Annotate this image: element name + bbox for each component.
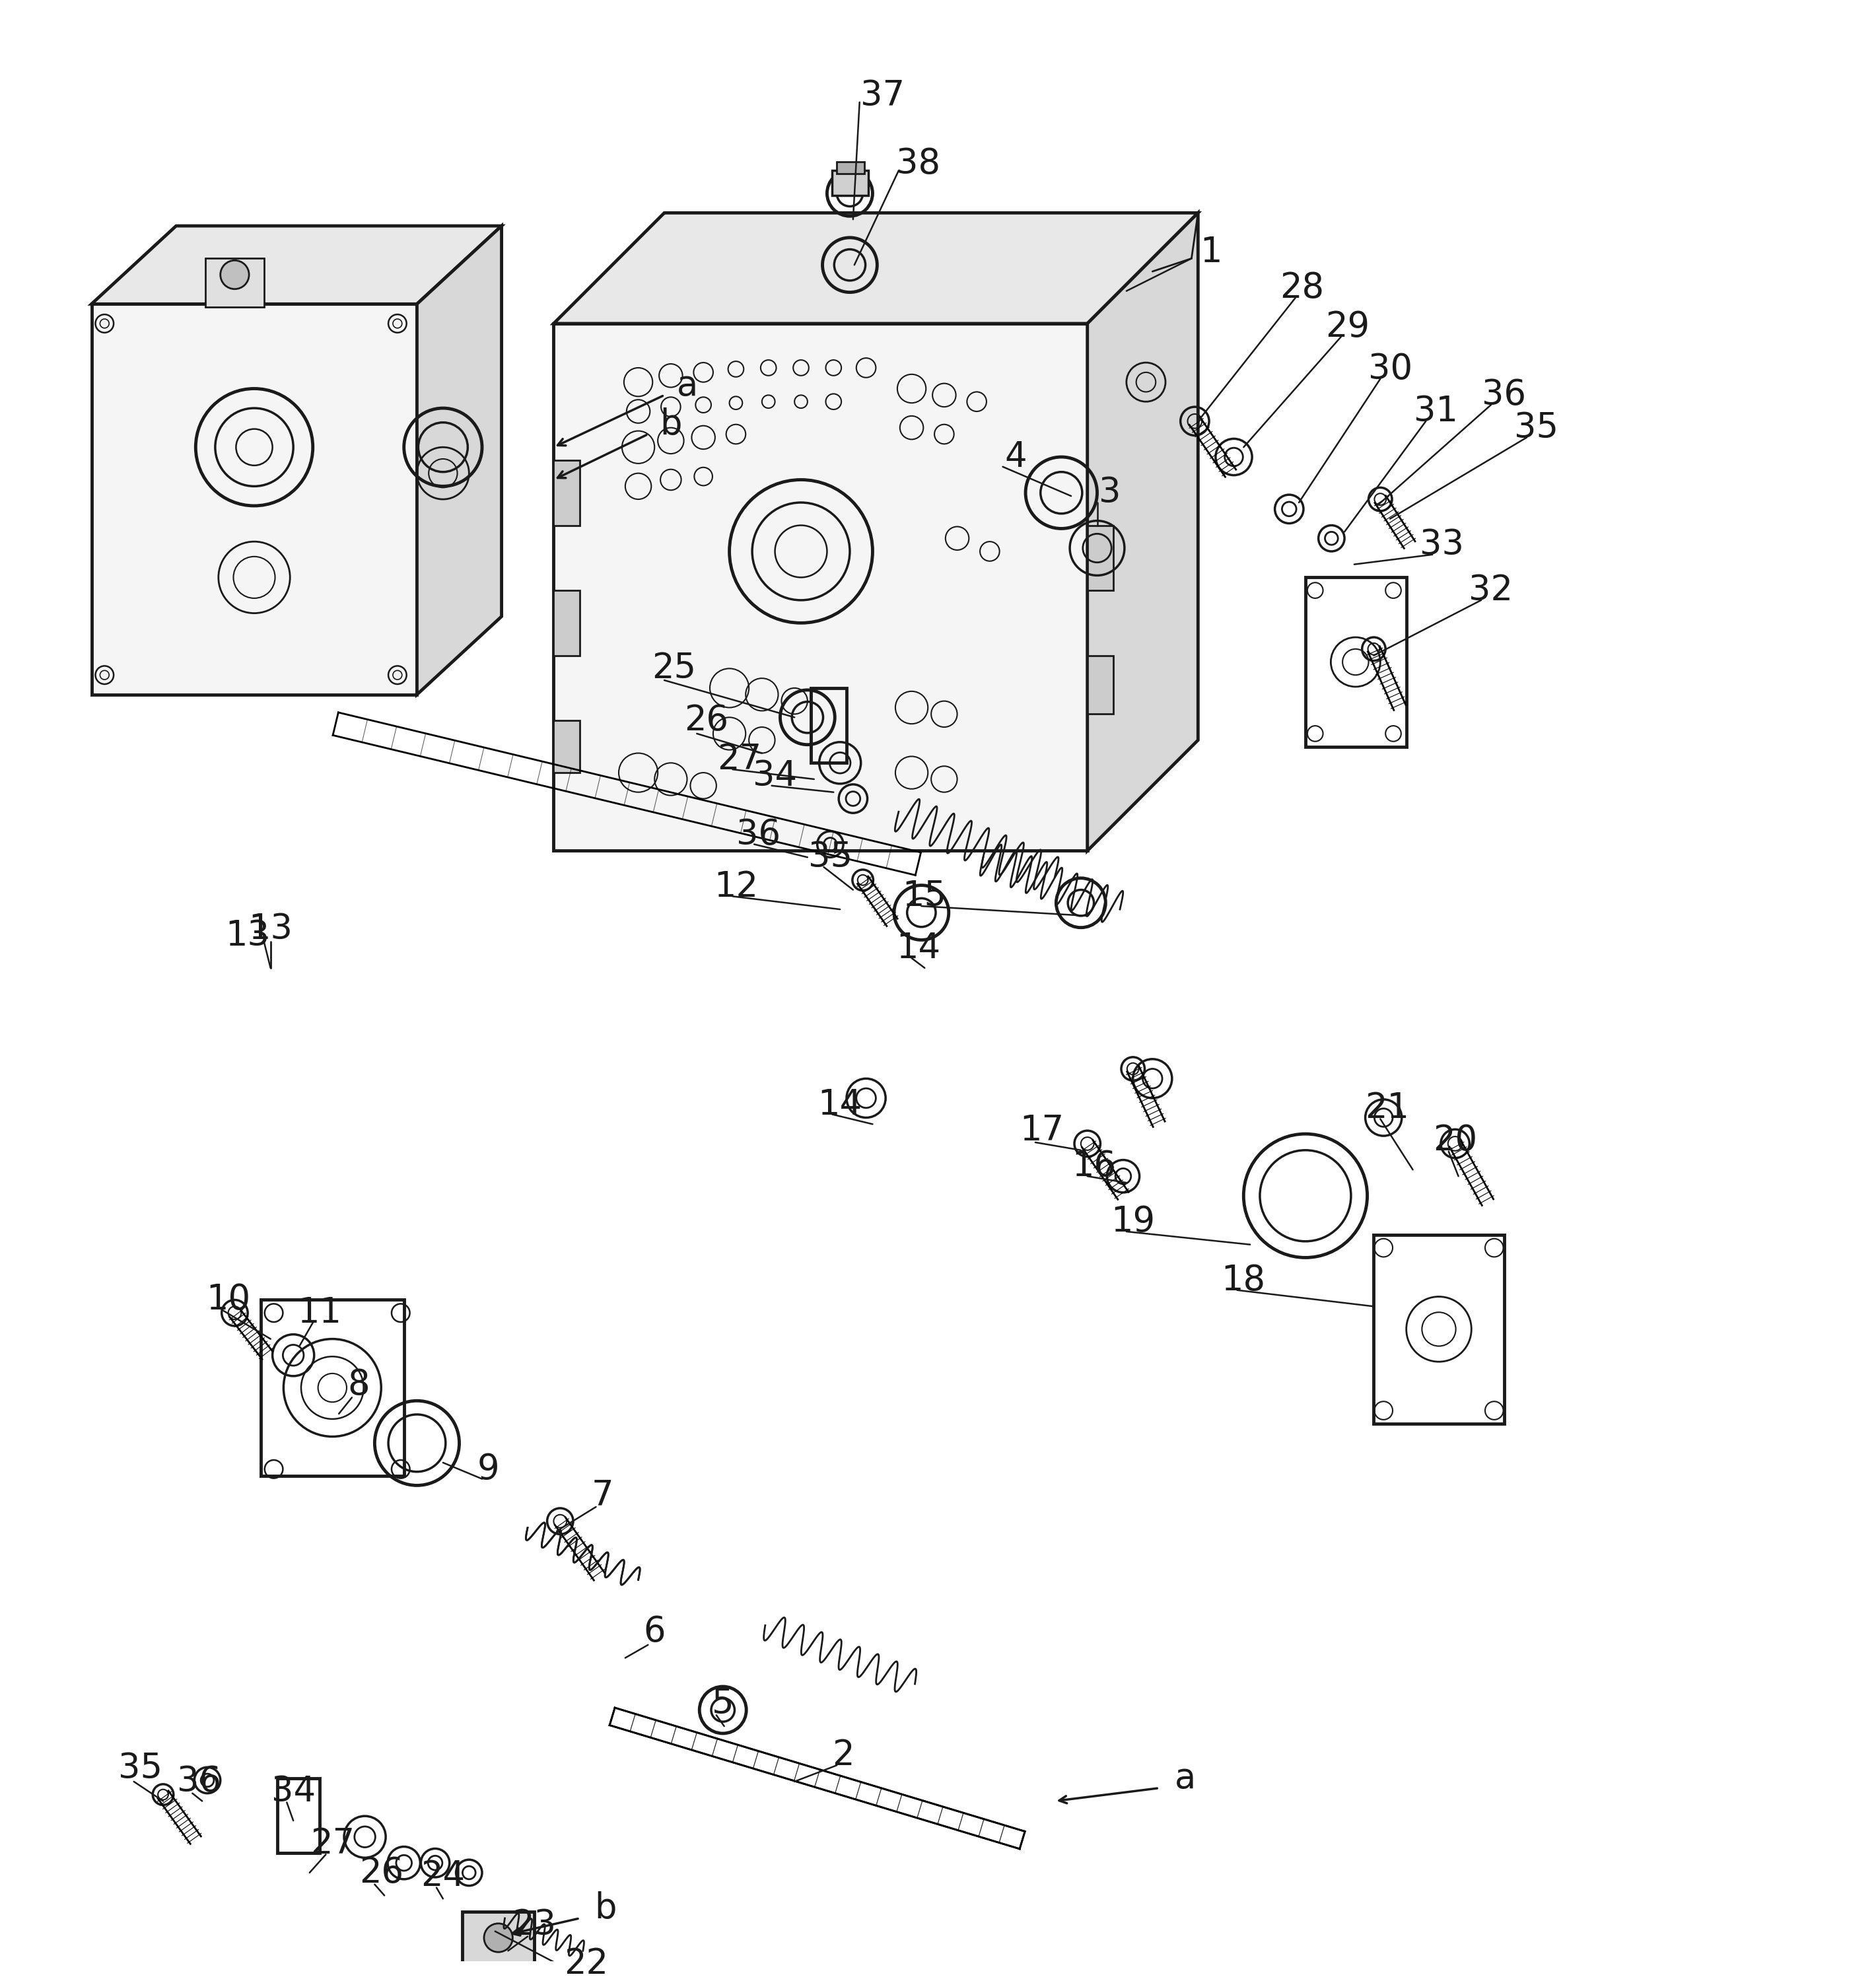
Text: 1: 1 xyxy=(1201,234,1221,270)
Text: 8: 8 xyxy=(347,1368,370,1401)
Polygon shape xyxy=(416,226,501,695)
Polygon shape xyxy=(553,212,1199,324)
Text: 5: 5 xyxy=(711,1687,734,1721)
Bar xyxy=(553,721,580,772)
Text: 20: 20 xyxy=(1433,1124,1476,1157)
Text: 19: 19 xyxy=(1111,1205,1156,1239)
Text: 26: 26 xyxy=(685,703,728,738)
Text: 37: 37 xyxy=(861,79,904,113)
Text: 3: 3 xyxy=(1099,476,1122,510)
Circle shape xyxy=(219,260,250,290)
Text: 21: 21 xyxy=(1364,1090,1409,1125)
Text: 34: 34 xyxy=(752,758,797,794)
Text: 10: 10 xyxy=(206,1282,250,1318)
Text: 7: 7 xyxy=(591,1479,613,1513)
Text: 17: 17 xyxy=(1021,1114,1064,1147)
Text: 16: 16 xyxy=(1071,1149,1116,1183)
Text: 31: 31 xyxy=(1413,395,1458,429)
Bar xyxy=(261,1300,403,1475)
Polygon shape xyxy=(1088,212,1199,852)
Text: 4: 4 xyxy=(1006,441,1026,474)
Text: 38: 38 xyxy=(897,147,940,181)
Text: 29: 29 xyxy=(1326,310,1369,343)
Text: 22: 22 xyxy=(565,1947,608,1981)
Text: 13: 13 xyxy=(225,919,270,953)
Polygon shape xyxy=(92,226,501,304)
Circle shape xyxy=(484,1923,512,1951)
Text: 36: 36 xyxy=(737,818,780,852)
Text: 6: 6 xyxy=(643,1614,666,1650)
Bar xyxy=(837,163,865,175)
Polygon shape xyxy=(553,324,1088,852)
Text: 11: 11 xyxy=(296,1296,341,1330)
Text: 35: 35 xyxy=(1514,411,1559,445)
Bar xyxy=(463,1912,535,1963)
Text: 14: 14 xyxy=(818,1088,863,1122)
Text: a: a xyxy=(677,367,698,403)
Bar xyxy=(553,461,580,526)
Text: 24: 24 xyxy=(420,1858,465,1894)
Text: 13: 13 xyxy=(248,911,293,947)
Text: 32: 32 xyxy=(1469,574,1514,607)
Bar xyxy=(204,258,265,308)
Text: a: a xyxy=(1174,1761,1195,1796)
Text: 27: 27 xyxy=(310,1826,355,1860)
Text: 15: 15 xyxy=(902,879,947,913)
Text: 36: 36 xyxy=(1482,377,1525,413)
Text: 28: 28 xyxy=(1279,270,1324,306)
Text: 36: 36 xyxy=(176,1765,221,1798)
Text: 18: 18 xyxy=(1221,1262,1266,1298)
Text: 9: 9 xyxy=(478,1451,499,1487)
Bar xyxy=(1088,526,1114,590)
Text: 26: 26 xyxy=(358,1856,403,1890)
Text: 27: 27 xyxy=(717,742,762,776)
Bar xyxy=(1088,655,1114,715)
Text: b: b xyxy=(595,1892,617,1925)
Text: b: b xyxy=(660,407,681,441)
Polygon shape xyxy=(92,304,416,695)
Text: 14: 14 xyxy=(897,931,940,965)
Text: 30: 30 xyxy=(1368,351,1413,387)
Text: 35: 35 xyxy=(809,840,852,875)
Bar xyxy=(553,590,580,655)
Text: 35: 35 xyxy=(118,1751,163,1786)
Text: 33: 33 xyxy=(1420,528,1465,562)
Text: 34: 34 xyxy=(272,1775,315,1808)
Text: 2: 2 xyxy=(833,1739,854,1773)
Bar xyxy=(833,171,869,195)
Text: 12: 12 xyxy=(713,869,758,903)
Text: 25: 25 xyxy=(651,651,696,685)
Text: 23: 23 xyxy=(512,1908,557,1941)
